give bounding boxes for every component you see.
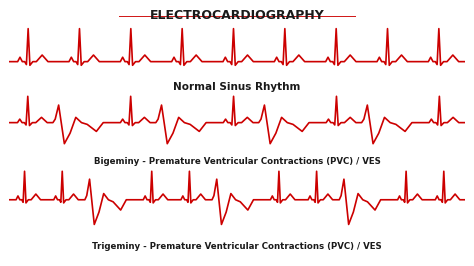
Text: Bigeminy - Premature Ventricular Contractions (PVC) / VES: Bigeminy - Premature Ventricular Contrac…	[93, 157, 381, 166]
Text: Normal Sinus Rhythm: Normal Sinus Rhythm	[173, 82, 301, 93]
Text: Trigeminy - Premature Ventricular Contractions (PVC) / VES: Trigeminy - Premature Ventricular Contra…	[92, 242, 382, 251]
Text: ELECTROCARDIOGRAPHY: ELECTROCARDIOGRAPHY	[150, 9, 324, 22]
